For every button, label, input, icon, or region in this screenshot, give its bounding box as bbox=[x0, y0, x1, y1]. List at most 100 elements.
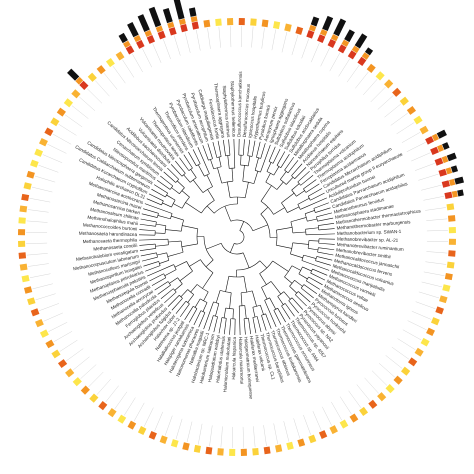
heat-cell bbox=[89, 393, 99, 403]
branch bbox=[139, 229, 156, 232]
branch bbox=[269, 297, 277, 310]
leader-line bbox=[31, 186, 53, 193]
leader-line bbox=[271, 29, 276, 51]
bar bbox=[172, 0, 185, 20]
leader-line bbox=[391, 346, 410, 360]
heat-cell bbox=[133, 35, 142, 43]
taxon-label: Methanobacterium sp. SWAN-1 bbox=[337, 229, 402, 236]
branch bbox=[273, 166, 280, 176]
branch-arc bbox=[175, 179, 179, 183]
branch bbox=[218, 317, 223, 334]
leader-line bbox=[144, 407, 154, 427]
heat-cell bbox=[430, 146, 439, 156]
leader-line bbox=[152, 43, 162, 63]
branch bbox=[141, 213, 158, 218]
branch bbox=[256, 141, 261, 158]
leader-line bbox=[43, 312, 63, 322]
branch bbox=[154, 281, 169, 291]
branch bbox=[315, 260, 331, 266]
branch bbox=[292, 242, 309, 245]
branch bbox=[198, 312, 206, 328]
heat-cell bbox=[413, 115, 423, 125]
heat-cell bbox=[125, 45, 135, 55]
heat-cell bbox=[30, 159, 39, 168]
branch bbox=[290, 217, 307, 223]
branch bbox=[264, 300, 277, 327]
heat-cell bbox=[65, 368, 75, 378]
heat-cell bbox=[330, 34, 339, 42]
branch bbox=[317, 217, 334, 222]
heat-cell bbox=[137, 426, 147, 435]
branch bbox=[233, 139, 236, 169]
branch bbox=[272, 148, 281, 164]
heat-cell bbox=[339, 419, 349, 429]
branch bbox=[164, 269, 177, 277]
bar bbox=[148, 6, 162, 28]
leader-line bbox=[58, 124, 77, 136]
branch bbox=[308, 248, 319, 251]
leader-line bbox=[163, 39, 171, 60]
leader-line bbox=[173, 35, 181, 56]
branch bbox=[144, 203, 173, 214]
branch bbox=[318, 223, 335, 226]
branch bbox=[318, 228, 335, 231]
branch-arc bbox=[189, 177, 197, 183]
branch-arc bbox=[213, 203, 238, 214]
leader-line bbox=[322, 406, 332, 426]
heat-cell bbox=[27, 297, 36, 306]
bar bbox=[446, 152, 457, 162]
branch bbox=[288, 300, 299, 314]
branch-arc bbox=[161, 200, 164, 206]
branch bbox=[175, 160, 186, 174]
branch-arc bbox=[280, 179, 287, 185]
branch bbox=[265, 313, 272, 329]
heat-cell bbox=[252, 447, 259, 456]
heat-cell bbox=[18, 252, 27, 259]
branch bbox=[184, 306, 194, 320]
heat-cell bbox=[347, 50, 357, 60]
branch bbox=[240, 292, 243, 306]
leader-line bbox=[371, 370, 388, 386]
branch bbox=[168, 240, 182, 243]
branch-arc bbox=[202, 186, 213, 193]
branch bbox=[181, 190, 190, 198]
heat-cell bbox=[182, 442, 190, 451]
heat-cell bbox=[50, 117, 60, 127]
branch bbox=[307, 218, 318, 222]
branch bbox=[156, 252, 167, 256]
leader-line bbox=[196, 29, 201, 51]
branch bbox=[280, 154, 290, 168]
heat-cell bbox=[284, 23, 292, 32]
leader-line bbox=[339, 396, 352, 415]
branch-arc bbox=[297, 204, 301, 210]
heat-cell bbox=[446, 261, 455, 269]
branch-arc bbox=[201, 200, 215, 214]
branch bbox=[313, 202, 329, 209]
branch-arc bbox=[252, 316, 258, 318]
bar bbox=[354, 33, 368, 49]
branch-arc bbox=[260, 201, 274, 215]
heat-cell bbox=[393, 375, 403, 385]
branch-arc bbox=[252, 304, 261, 308]
leader-line bbox=[48, 322, 68, 332]
heat-cell bbox=[341, 39, 350, 47]
branch bbox=[284, 276, 293, 284]
taxon-label: Methanococcoides burtonii bbox=[83, 222, 138, 231]
bar bbox=[333, 18, 347, 37]
branch bbox=[305, 183, 320, 193]
leader-line bbox=[291, 34, 299, 56]
branch bbox=[291, 265, 301, 271]
branch-arc bbox=[289, 280, 295, 287]
heat-cell bbox=[445, 167, 453, 175]
branch bbox=[244, 182, 249, 198]
branch bbox=[252, 317, 257, 334]
branch-arc bbox=[165, 193, 168, 198]
bar bbox=[127, 22, 139, 38]
leader-line bbox=[320, 47, 330, 67]
branch bbox=[281, 192, 295, 204]
branch bbox=[159, 260, 169, 264]
heat-cell bbox=[17, 229, 26, 236]
heat-cell bbox=[408, 357, 418, 367]
heat-cell bbox=[80, 385, 90, 395]
branch bbox=[143, 261, 159, 267]
